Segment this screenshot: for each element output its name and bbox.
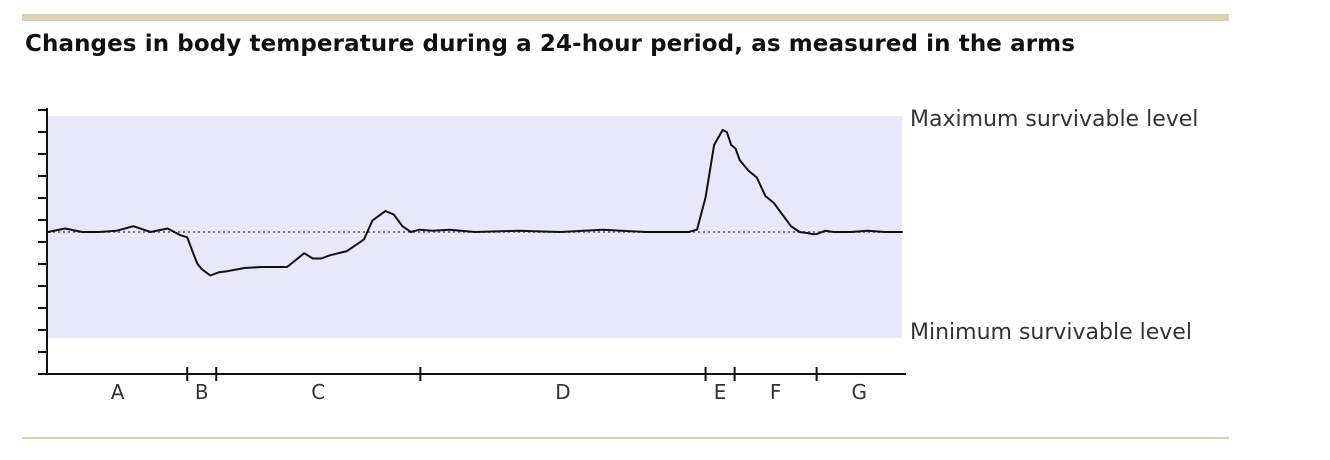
segment-label-e: E — [714, 380, 727, 404]
temperature-line — [47, 128, 903, 277]
segment-label-b: B — [195, 380, 209, 404]
x-axis — [38, 367, 906, 381]
segment-label-a: A — [111, 380, 125, 404]
y-axis — [38, 108, 48, 374]
survivable-band — [48, 116, 902, 338]
chart-title: Changes in body temperature during a 24-… — [25, 31, 1076, 57]
segment-labels: A B C D E F G — [111, 380, 867, 404]
segment-label-c: C — [311, 380, 325, 404]
segment-label-d: D — [555, 380, 570, 404]
max-level-label: Maximum survivable level — [910, 107, 1198, 132]
min-level-label: Minimum survivable level — [910, 320, 1192, 345]
segment-label-g: G — [852, 380, 868, 404]
top-rule — [22, 14, 1229, 21]
bottom-rule — [22, 437, 1229, 439]
segment-label-f: F — [770, 380, 782, 404]
